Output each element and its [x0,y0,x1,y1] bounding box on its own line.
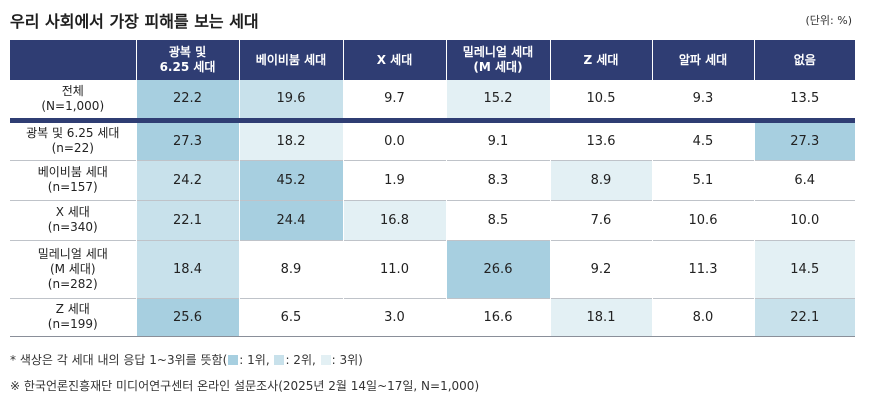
table-cell: 27.3 [753,117,855,160]
table-cell: 45.2 [238,159,343,200]
table-cell: 11.0 [342,239,446,298]
source-note: ※ 한국언론진흥재단 미디어연구센터 온라인 설문조사(2025년 2월 14일… [10,379,480,393]
table-cell: 1.9 [342,159,446,200]
row-header: X 세대 (n=340) [10,199,136,240]
table-cell: 24.4 [238,199,343,240]
table-cell: 7.6 [549,199,652,240]
column-header: 없음 [754,40,855,80]
table-cell: 0.0 [342,117,446,160]
table-cell: 27.3 [135,117,239,160]
table-cell: 8.9 [238,239,343,298]
column-header: X 세대 [343,40,447,80]
table-cell: 6.5 [238,297,343,337]
rank2-swatch [274,355,285,365]
table-cell: 18.4 [135,239,239,298]
table-cell: 26.6 [445,239,550,298]
table-cell: 18.2 [238,117,343,160]
table-cell: 16.6 [445,297,550,337]
table-cell: 9.1 [445,117,550,160]
table-row: 광복 및 6.25 세대 (n=22) 27.3 18.2 0.0 9.1 13.6 4.5 2… [10,117,855,160]
table-cell: 22.1 [753,297,855,337]
color-legend-note: * 색상은 각 세대 내의 응답 1~3위를 뜻함(: 1위, : 2위, : … [10,353,363,367]
column-header: Z 세대 [550,40,653,80]
unit-label: (단위: %) [805,14,852,27]
table-cell: 22.2 [135,80,239,120]
table-row: 베이비붐 세대 (n=157) 24.2 45.2 1.9 8.3 8.9 5.1 6.4 [10,159,855,200]
table-cell: 18.1 [549,297,652,337]
header-corner [10,40,137,80]
column-header: 광복 및 6.25 세대 [136,40,240,80]
table-row: 밀레니얼 세대 (M 세대) (n=282) 18.4 8.9 11.0 26.6 9.2 11… [10,239,855,298]
table-cell: 13.5 [753,80,855,120]
table-cell: 9.7 [342,80,446,120]
table-row: Z 세대 (n=199) 25.6 6.5 3.0 16.6 18.1 8.0 22.1 [10,297,855,337]
table-cell: 8.9 [549,159,652,200]
table-cell: 13.6 [549,117,652,160]
table-cell: 3.0 [342,297,446,337]
rank1-swatch [228,355,239,365]
table-cell: 25.6 [135,297,239,337]
column-header: 베이비붐 세대 [239,40,344,80]
table-cell: 8.5 [445,199,550,240]
table-cell: 10.5 [549,80,652,120]
table-cell: 9.3 [651,80,754,120]
table-cell: 14.5 [753,239,855,298]
table-row: X 세대 (n=340) 22.1 24.4 16.8 8.5 7.6 10.6 10.0 [10,199,855,240]
table-cell: 9.2 [549,239,652,298]
row-header: 광복 및 6.25 세대 (n=22) [10,117,136,160]
table-cell: 11.3 [651,239,754,298]
data-table: 광복 및 6.25 세대 베이비붐 세대 X 세대 밀레니얼 세대 (M 세대) Z… [10,40,855,337]
column-header: 밀레니얼 세대 (M 세대) [446,40,551,80]
row-header: 전체 (N=1,000) [41,83,105,113]
table-title: 우리 사회에서 가장 피해를 보는 세대 [10,12,259,31]
table-cell: 4.5 [651,117,754,160]
row-header: 베이비붐 세대 (n=157) [10,159,136,200]
table-cell: 24.2 [135,159,239,200]
table-cell: 10.0 [753,199,855,240]
row-header: Z 세대 (n=199) [10,297,136,337]
table-row: 전체 (N=1,000) 22.2 19.6 9.7 15.2 10.5 9.3 13.5 [10,80,855,120]
table-cell: 19.6 [238,80,343,120]
table-cell: 8.3 [445,159,550,200]
table-cell: 6.4 [753,159,855,200]
table-cell: 8.0 [651,297,754,337]
table-cell: 22.1 [135,199,239,240]
table-cell: 16.8 [342,199,446,240]
rank3-swatch [320,355,331,365]
header-row: 광복 및 6.25 세대 베이비붐 세대 X 세대 밀레니얼 세대 (M 세대) Z… [10,40,855,80]
table-cell: 15.2 [445,80,550,120]
table-cell: 5.1 [651,159,754,200]
column-header: 알파 세대 [652,40,755,80]
table-cell: 10.6 [651,199,754,240]
row-header: 밀레니얼 세대 (M 세대) (n=282) [10,239,136,298]
